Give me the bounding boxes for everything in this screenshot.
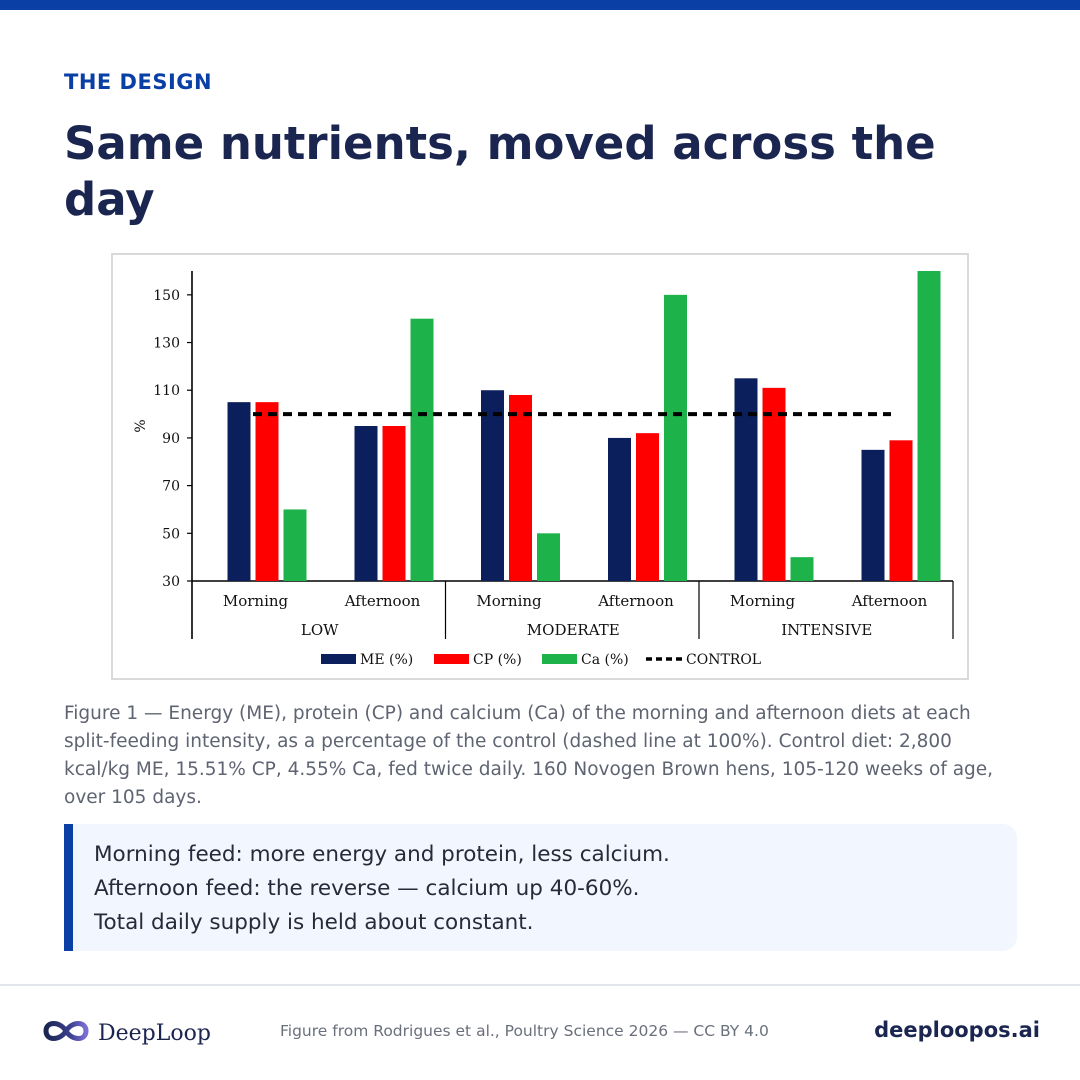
group-label: INTENSIVE: [781, 621, 872, 639]
category-label: Afternoon: [344, 592, 421, 610]
brand-name: DeepLoop: [98, 1020, 211, 1046]
bar-me-intensive-morning: [734, 378, 758, 581]
y-tick-label: 70: [162, 479, 180, 495]
bar-ca-intensive-morning: [790, 557, 814, 581]
top-accent-bar: [0, 0, 1080, 10]
legend-swatch: [542, 654, 577, 664]
figure-credit: Figure from Rodrigues et al., Poultry Sc…: [280, 1022, 769, 1040]
bar-me-moderate-afternoon: [608, 437, 631, 581]
figure-frame: 30 50 70 90 110 130 150% Morning Afternoon LOW Mor…: [111, 253, 969, 680]
footer-divider: [0, 984, 1080, 986]
callout-line-afternoon: Afternoon feed: the reverse — calcium up…: [94, 876, 640, 901]
key-takeaway-callout: Morning feed: more energy and protein, l…: [64, 824, 1017, 951]
bar-me-intensive-afternoon: [861, 449, 885, 581]
legend-label: CONTROL: [686, 652, 761, 668]
callout-line-morning: Morning feed: more energy and protein, l…: [94, 842, 670, 867]
bar-ca-low-morning: [283, 509, 307, 581]
bar-me-moderate-morning: [481, 390, 504, 581]
brand-logo[interactable]: DeepLoop: [40, 1016, 211, 1050]
bar-me-low-morning: [227, 402, 251, 581]
category-label: Morning: [730, 592, 796, 610]
category-label: Morning: [223, 592, 289, 610]
legend-swatch: [434, 654, 469, 664]
legend-label: CP (%): [473, 652, 522, 668]
group-label: MODERATE: [527, 621, 620, 639]
y-tick-label: 50: [162, 526, 180, 542]
section-eyebrow: THE DESIGN: [64, 70, 213, 94]
y-tick-label: 150: [153, 288, 180, 304]
infinity-loop-icon: [40, 1017, 92, 1049]
bar-cp-low-afternoon: [382, 426, 406, 581]
bar-ca-moderate-afternoon: [664, 294, 687, 581]
legend-label: ME (%): [360, 652, 413, 668]
group-label: LOW: [301, 621, 339, 639]
bar-cp-intensive-morning: [762, 387, 786, 581]
y-axis-label: %: [133, 419, 149, 432]
category-label: Morning: [476, 592, 542, 610]
bar-chart: 30 50 70 90 110 130 150% Morning Afternoon LOW Mor…: [133, 271, 954, 668]
bar-cp-low-morning: [255, 402, 279, 581]
callout-line-total: Total daily supply is held about constan…: [94, 910, 534, 935]
figure-caption: Figure 1 — Energy (ME), protein (CP) and…: [64, 703, 994, 808]
y-tick-label: 90: [162, 431, 180, 447]
bar-cp-moderate-afternoon: [636, 433, 659, 581]
legend-swatch: [321, 654, 356, 664]
bar-ca-moderate-morning: [537, 533, 560, 581]
bar-cp-intensive-afternoon: [889, 440, 913, 581]
y-tick-label: 110: [153, 383, 180, 399]
bar-cp-moderate-morning: [509, 395, 532, 581]
y-tick-label: 30: [162, 574, 180, 590]
category-label: Afternoon: [597, 592, 674, 610]
legend-label: Ca (%): [581, 652, 629, 668]
page-title: Same nutrients, moved across the day: [64, 117, 936, 226]
bar-ca-low-afternoon: [410, 318, 434, 581]
bar-me-low-afternoon: [354, 426, 378, 581]
y-tick-label: 130: [153, 336, 180, 352]
category-label: Afternoon: [851, 592, 928, 610]
bar-ca-intensive-afternoon: [917, 271, 941, 581]
site-link[interactable]: deeploopos.ai: [874, 1018, 1040, 1042]
